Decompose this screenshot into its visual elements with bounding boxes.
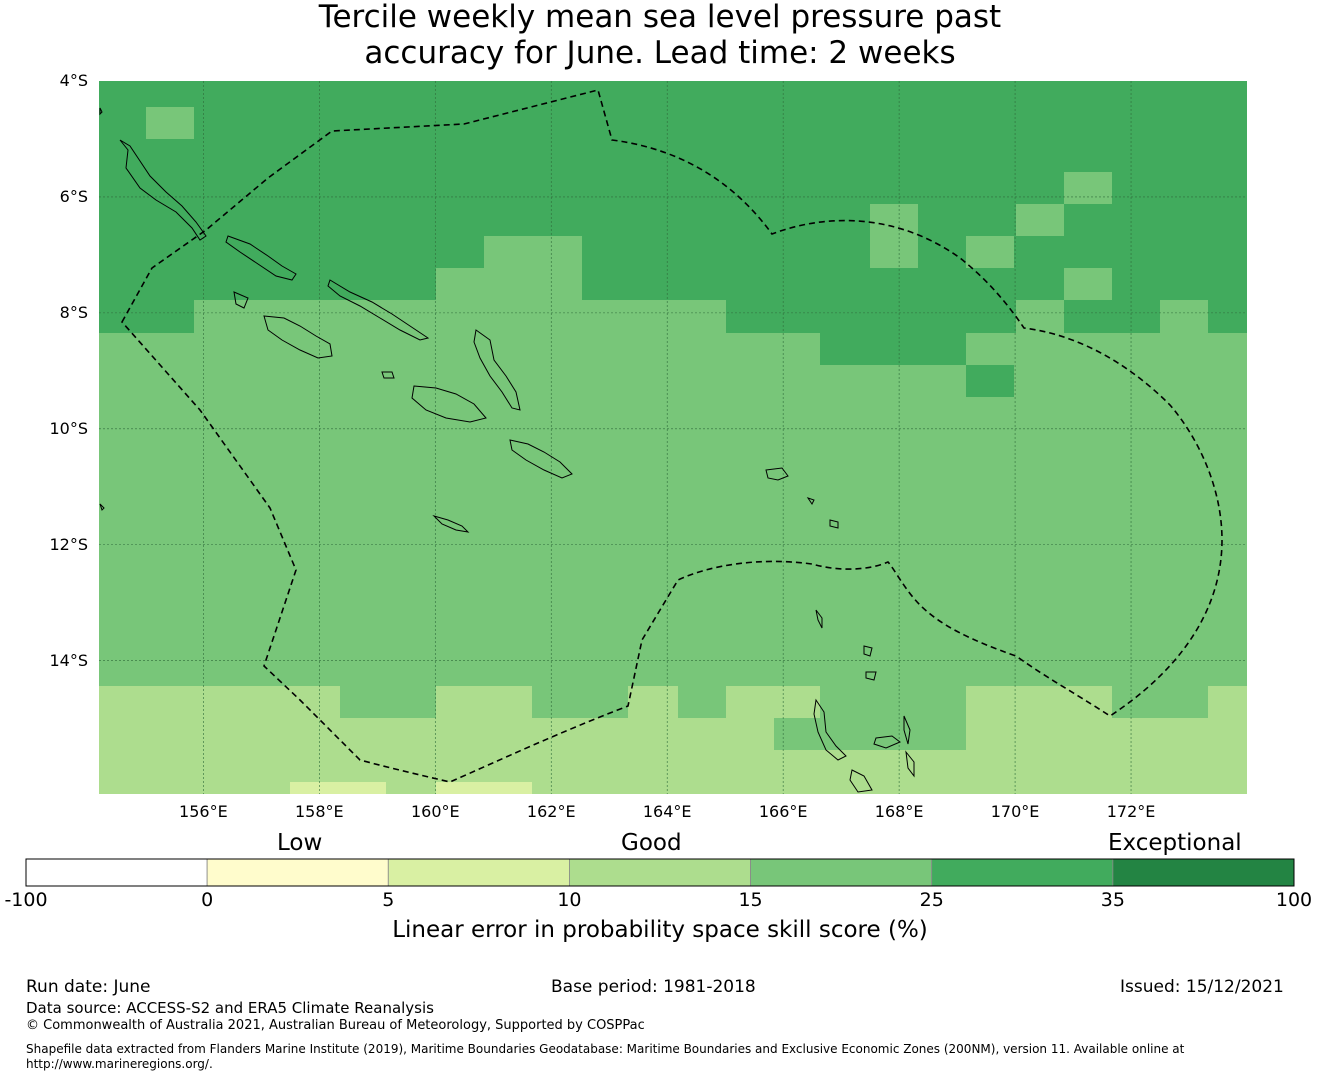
legend-category-low: Low: [277, 830, 323, 856]
title-line-1: Tercile weekly mean sea level pressure p…: [318, 0, 1002, 35]
run-date: Run date: June: [26, 977, 151, 997]
skill-cell-south: [99, 686, 1247, 794]
skill-cell-13: [820, 333, 918, 365]
lat-tick-label: 12°S: [49, 534, 88, 554]
skill-cell-17: [678, 686, 726, 718]
skill-cell-22: [436, 782, 532, 794]
colorbar-tick-label: -100: [4, 889, 48, 911]
lon-tick-label: 164°E: [642, 802, 692, 821]
colorbar-segment: [750, 858, 933, 887]
skill-cell-16: [532, 686, 628, 718]
colorbar-tick-label: 100: [1275, 889, 1313, 911]
skill-cell-10: [1160, 300, 1208, 333]
colorbar-segment: [931, 858, 1114, 887]
map-gridlines: [99, 81, 1247, 794]
skill-cell-15: [340, 686, 436, 718]
shapefile-credit-2: http://www.marineregions.org/.: [26, 1057, 213, 1071]
lon-tick-label: 160°E: [410, 802, 460, 821]
skill-cell-18: [774, 718, 822, 750]
skill-grid-cells: [99, 81, 1247, 794]
skill-cell-7: [1016, 204, 1064, 236]
base-period: Base period: 1981-2018: [551, 977, 756, 997]
legend-category-good: Good: [621, 830, 682, 856]
lon-tick-label: 168°E: [874, 802, 924, 821]
lon-tick-label: 156°E: [179, 802, 228, 821]
colorbar-title: Linear error in probability space skill …: [392, 917, 928, 943]
skill-cell-1: [436, 268, 582, 333]
lon-tick-label: 158°E: [294, 802, 344, 821]
skill-cell-19: [820, 686, 966, 750]
skill-cell-2: [484, 236, 582, 268]
colorbar-tick-label: 25: [919, 889, 944, 911]
skill-cell-9: [1064, 268, 1112, 300]
issued-date: Issued: 15/12/2021: [1120, 977, 1284, 997]
colorbar-segment: [569, 858, 751, 887]
lon-tick-label: 170°E: [990, 802, 1040, 821]
title-line-2: accuracy for June. Lead time: 2 weeks: [364, 35, 956, 71]
eez-boundary: [121, 89, 1223, 783]
shapefile-credit-1: Shapefile data extracted from Flanders M…: [26, 1042, 1185, 1056]
lat-tick-label: 10°S: [49, 418, 88, 438]
skill-cell-20: [1112, 686, 1208, 718]
lat-tick-label: 6°S: [59, 186, 88, 206]
colorbar-tick-label: 5: [382, 889, 395, 911]
colorbar: [25, 858, 1295, 887]
lat-tick-label: 14°S: [49, 650, 88, 670]
island-coastlines: [99, 107, 915, 793]
lon-tick-label: 172°E: [1106, 802, 1156, 821]
data-source: Data source: ACCESS-S2 and ERA5 Climate …: [26, 999, 434, 1017]
lon-tick-label: 166°E: [758, 802, 808, 821]
colorbar-segment: [387, 858, 570, 887]
skill-cell-0: [194, 300, 436, 333]
skill-cell-4: [146, 107, 194, 139]
skill-cell-14: [966, 365, 1014, 397]
legend-category-exceptional: Exceptional: [1108, 830, 1242, 856]
lat-tick-label: 8°S: [59, 302, 88, 322]
copyright: © Commonwealth of Australia 2021, Austra…: [26, 1018, 645, 1033]
skill-cell-5: [870, 204, 918, 268]
colorbar-tick-label: 15: [738, 889, 763, 911]
colorbar-frame: [25, 858, 1295, 887]
skill-cell-6: [966, 236, 1014, 268]
skill-cell-8: [1064, 172, 1112, 204]
colorbar-tick-label: 35: [1100, 889, 1125, 911]
lat-tick-label: 4°S: [59, 71, 88, 90]
colorbar-tick-label: 10: [557, 889, 582, 911]
colorbar-segment: [206, 858, 389, 887]
colorbar-segment: [1112, 858, 1295, 887]
skill-cell-3: [582, 300, 726, 333]
colorbar-tick-label: 0: [201, 889, 214, 911]
colorbar-segment: [25, 858, 208, 887]
lon-tick-label: 162°E: [526, 802, 576, 821]
skill-cell-21: [290, 782, 386, 794]
skill-cell-12: [918, 333, 966, 365]
